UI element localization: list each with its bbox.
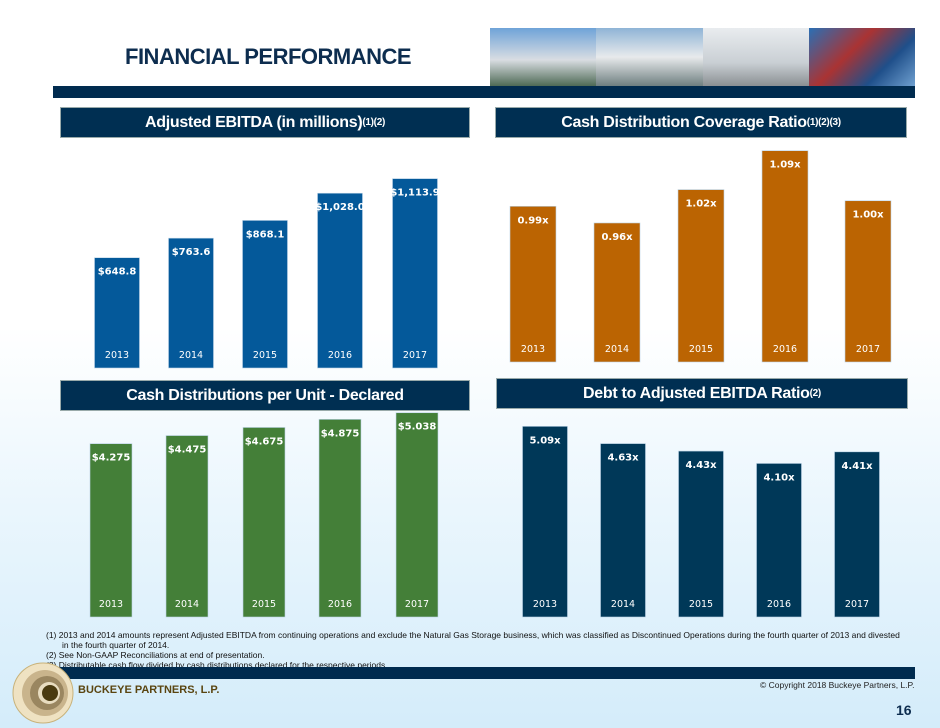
category-label: 2017 [845, 599, 869, 610]
bar [168, 237, 214, 369]
bar [756, 463, 802, 618]
bar [89, 443, 133, 618]
bar [677, 189, 725, 363]
bar [242, 427, 286, 618]
header-photo-strip [490, 28, 915, 86]
footnotes: (1) 2013 and 2014 amounts represent Adju… [46, 630, 906, 670]
footer-bar [30, 667, 915, 679]
data-label: $4.475 [168, 445, 207, 456]
data-label: 4.63x [607, 453, 639, 464]
bar [522, 426, 568, 618]
category-label: 2013 [105, 350, 129, 361]
bar [318, 419, 362, 618]
bar [600, 443, 646, 618]
data-label: 4.10x [763, 472, 795, 483]
data-label: 4.41x [841, 461, 873, 472]
data-label: $4.675 [245, 436, 284, 447]
category-label: 2014 [175, 599, 199, 610]
data-label: 0.96x [601, 232, 633, 243]
bar [593, 222, 641, 363]
data-label: $5.038 [398, 422, 437, 433]
data-label: $1,113.9 [390, 188, 439, 199]
category-label: 2015 [252, 599, 276, 610]
title-divider-bar [53, 86, 915, 98]
data-label: 0.99x [517, 215, 549, 226]
category-label: 2013 [521, 344, 545, 355]
chart-title-distributions: Cash Distributions per Unit - Declared [60, 380, 470, 411]
data-label: 1.09x [769, 160, 801, 171]
data-label: $763.6 [172, 247, 211, 258]
footnote-2: (2) See Non-GAAP Reconciliations at end … [46, 650, 265, 660]
footnote-1: (1) 2013 and 2014 amounts represent Adju… [46, 630, 900, 650]
data-label: $648.8 [98, 267, 137, 278]
category-label: 2014 [611, 599, 635, 610]
data-label: $4.275 [92, 453, 131, 464]
data-label: 5.09x [529, 435, 561, 446]
category-label: 2013 [99, 599, 123, 610]
category-label: 2015 [253, 350, 277, 361]
data-label: 1.02x [685, 199, 717, 210]
bar [94, 257, 140, 369]
chart-title-debt-ratio: Debt to Adjusted EBITDA Ratio (2) [496, 378, 908, 409]
bar [761, 150, 809, 363]
page-title: FINANCIAL PERFORMANCE [125, 44, 412, 69]
bar [395, 412, 439, 618]
category-label: 2017 [856, 344, 880, 355]
category-label: 2013 [533, 599, 557, 610]
category-label: 2016 [767, 599, 791, 610]
copyright: © Copyright 2018 Buckeye Partners, L.P. [760, 680, 915, 690]
chart-title-coverage-ratio: Cash Distribution Coverage Ratio (1)(2)(3… [495, 107, 907, 138]
company-name: BUCKEYE PARTNERS, L.P. [78, 684, 220, 696]
footnote-3: (3) Distributable cash flow divided by c… [46, 660, 388, 670]
bar [678, 450, 724, 618]
bar [242, 220, 288, 369]
bar [844, 200, 892, 363]
data-label: $4.875 [321, 428, 360, 439]
bar [509, 205, 557, 363]
buckeye-logo [12, 662, 74, 724]
category-label: 2014 [179, 350, 203, 361]
data-label: 1.00x [852, 210, 884, 221]
data-label: $868.1 [246, 229, 285, 240]
category-label: 2016 [328, 350, 352, 361]
page-number: 16 [896, 702, 912, 718]
category-label: 2015 [689, 599, 713, 610]
chart-title-adjusted-ebitda: Adjusted EBITDA (in millions) (1)(2) [60, 107, 470, 138]
data-label: $1,028.0 [315, 202, 364, 213]
data-label: 4.43x [685, 460, 717, 471]
bar [165, 435, 209, 618]
bar [392, 178, 438, 369]
category-label: 2016 [773, 344, 797, 355]
bar [317, 192, 363, 369]
category-label: 2016 [328, 599, 352, 610]
category-label: 2017 [405, 599, 429, 610]
category-label: 2014 [605, 344, 629, 355]
category-label: 2017 [403, 350, 427, 361]
bar [834, 451, 880, 618]
category-label: 2015 [689, 344, 713, 355]
